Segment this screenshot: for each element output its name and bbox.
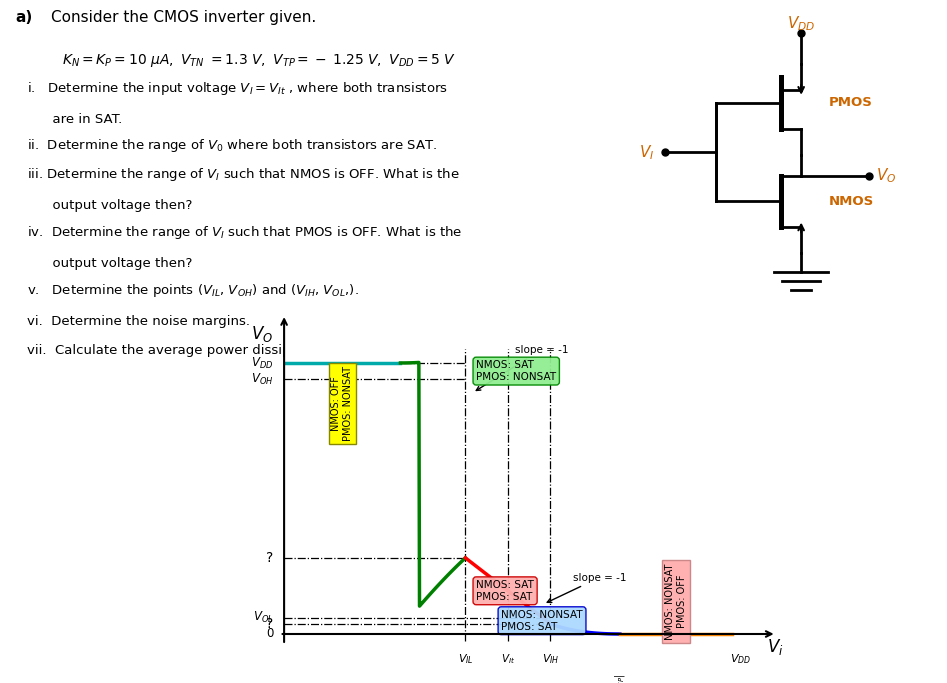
Text: $V_{OH}$: $V_{OH}$ <box>251 372 274 387</box>
Text: $V_{IH}$: $V_{IH}$ <box>542 652 560 666</box>
Text: ii.  Determine the range of $V_0$ where both transistors are SAT.: ii. Determine the range of $V_0$ where b… <box>27 137 438 154</box>
Text: $V_{DD}$: $V_{DD}$ <box>787 14 815 33</box>
Text: Consider the CMOS inverter given.: Consider the CMOS inverter given. <box>50 10 315 25</box>
Text: ?: ? <box>266 551 274 565</box>
Text: NMOS: OFF
PMOS: NONSAT: NMOS: OFF PMOS: NONSAT <box>331 366 353 441</box>
Text: NMOS: SAT
PMOS: NONSAT: NMOS: SAT PMOS: NONSAT <box>476 361 556 382</box>
Text: output voltage then?: output voltage then? <box>27 257 192 270</box>
Text: $K_N = K_P = 10\ \mu A,\ V_{TN}\ =1.3\ V,$$\ V_{TP} = -\ 1.25\ V,\ V_{DD} = 5\ V: $K_N = K_P = 10\ \mu A,\ V_{TN}\ =1.3\ V… <box>63 52 456 69</box>
Text: $V_{DD}$: $V_{DD}$ <box>251 355 274 370</box>
Text: vii.  Calculate the average power dissipation.: vii. Calculate the average power dissipa… <box>27 344 329 357</box>
Text: $V_{DD}$: $V_{DD}$ <box>730 652 751 666</box>
Text: NMOS: NONSAT
PMOS: SAT: NMOS: NONSAT PMOS: SAT <box>501 610 582 632</box>
Text: NMOS: NONSAT
PMOS: OFF: NMOS: NONSAT PMOS: OFF <box>665 563 687 640</box>
Text: ?: ? <box>266 617 274 630</box>
Text: 0: 0 <box>266 628 274 641</box>
Text: $V_O$: $V_O$ <box>251 324 273 344</box>
Text: $V_{It}$: $V_{It}$ <box>501 652 515 666</box>
Text: $V_{IL}$: $V_{IL}$ <box>457 652 474 666</box>
Text: v.   Determine the points ($V_{IL}$, $V_{OH}$) and ($V_{IH}$, $V_{OL}$,).: v. Determine the points ($V_{IL}$, $V_{O… <box>27 282 359 299</box>
Text: vi.  Determine the noise margins.: vi. Determine the noise margins. <box>27 315 250 328</box>
Text: iii. Determine the range of $V_I$ such that NMOS is OFF. What is the: iii. Determine the range of $V_I$ such t… <box>27 167 459 183</box>
Text: NMOS: SAT
PMOS: SAT: NMOS: SAT PMOS: SAT <box>476 580 534 602</box>
Text: NMOS: NMOS <box>829 195 874 208</box>
Text: output voltage then?: output voltage then? <box>27 199 192 212</box>
Text: $V_O$: $V_O$ <box>876 166 897 185</box>
Text: iv.  Determine the range of $V_I$ such that PMOS is OFF. What is the: iv. Determine the range of $V_I$ such th… <box>27 224 462 241</box>
Text: i.   Determine the input voltage $V_I = V_{It}$ , where both transistors: i. Determine the input voltage $V_I = V_… <box>27 80 448 97</box>
Text: a): a) <box>15 10 32 25</box>
Text: $V_I$: $V_I$ <box>639 143 654 161</box>
Text: $V_i$: $V_i$ <box>767 637 783 657</box>
Text: PMOS: PMOS <box>829 96 872 109</box>
Text: $V_{DD}$-$|V_{TP}|$: $V_{DD}$-$|V_{TP}|$ <box>613 673 627 683</box>
Text: slope = -1: slope = -1 <box>547 572 626 602</box>
Text: are in SAT.: are in SAT. <box>27 113 122 126</box>
Text: slope = -1: slope = -1 <box>476 345 568 391</box>
Text: $V_{OL}$: $V_{OL}$ <box>253 610 274 625</box>
